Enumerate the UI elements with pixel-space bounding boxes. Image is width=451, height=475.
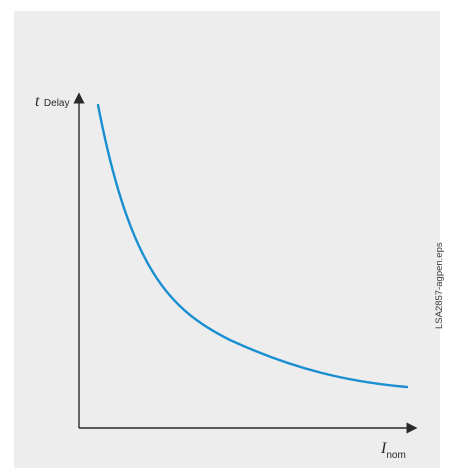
file-label: LSA2857-agpen.eps: [434, 242, 445, 329]
x-axis-label: Inom: [381, 440, 406, 461]
figure-panel: [14, 11, 440, 468]
x-axis-symbol: I: [381, 440, 387, 457]
y-axis-label: t Delay: [35, 93, 69, 111]
y-axis-symbol: t: [35, 93, 40, 110]
delay-curve: [96, 103, 409, 389]
y-axis-subscript: Delay: [43, 98, 70, 109]
x-axis-subscript: nom: [386, 450, 406, 461]
